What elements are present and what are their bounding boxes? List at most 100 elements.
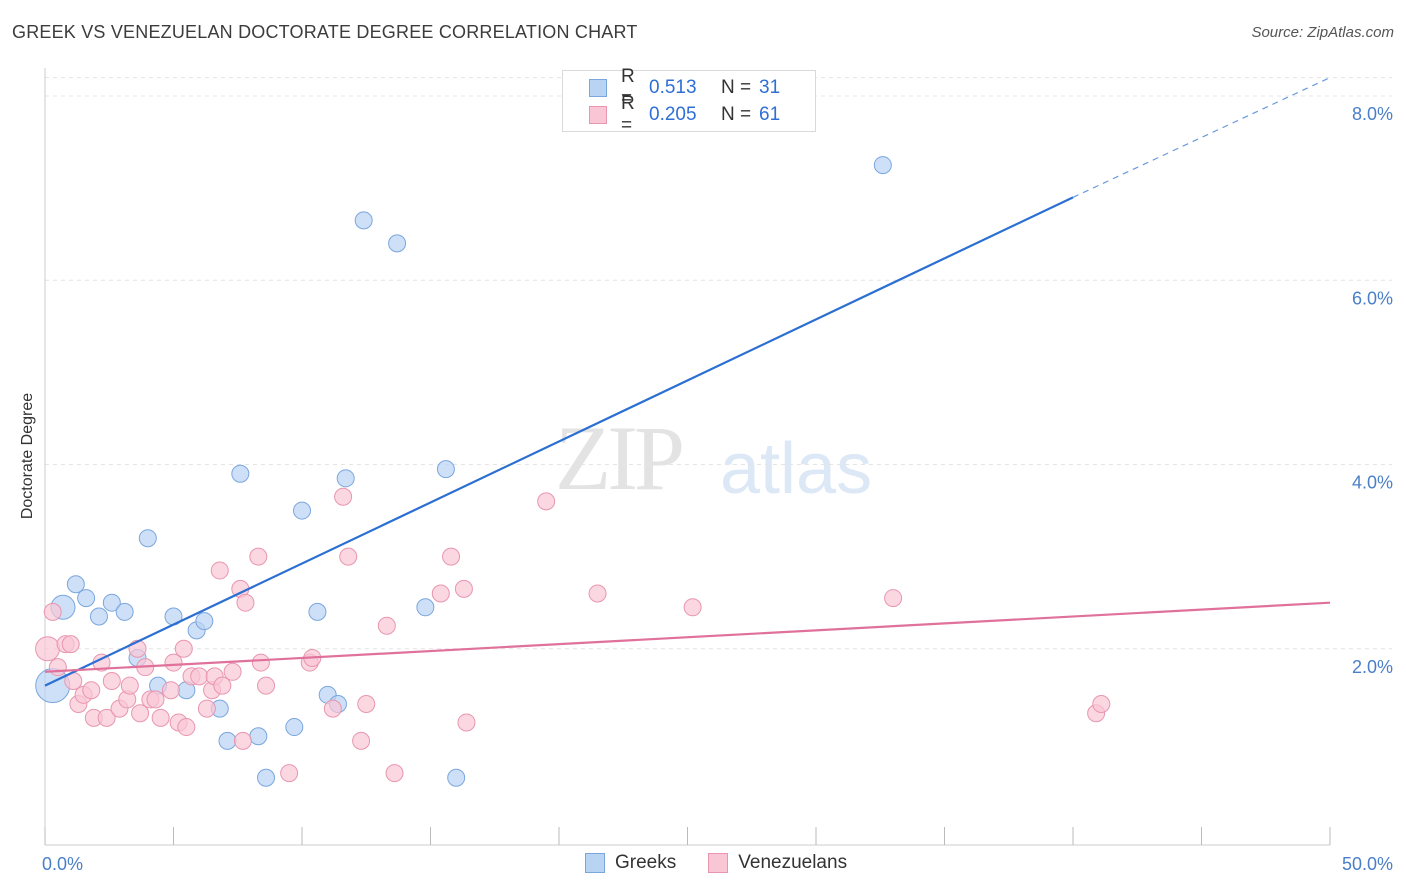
- y-tick-label: 4.0%: [1352, 473, 1393, 493]
- venezuelan-point: [174, 639, 193, 658]
- grid-lines: [45, 77, 1392, 650]
- venezuelan-point: [884, 589, 903, 608]
- venezuelan-point: [357, 695, 376, 714]
- greek-point: [257, 768, 276, 787]
- venezuelan-point: [431, 584, 450, 603]
- legend-item-venezuelans[interactable]: Venezuelans: [708, 852, 847, 874]
- venezuelan-point: [323, 699, 342, 718]
- axes: [44, 68, 1331, 846]
- venezuelan-point: [352, 731, 371, 750]
- venezuelan-trend-line: [44, 601, 1331, 673]
- venezuelan-point: [177, 718, 196, 737]
- venezuelan-point: [190, 667, 209, 686]
- greek-point: [195, 612, 214, 631]
- greek-point: [308, 602, 327, 621]
- chart-title: GREEK VS VENEZUELAN DOCTORATE DEGREE COR…: [12, 22, 638, 42]
- greek-trend-line: [44, 196, 1074, 687]
- r-label: R =: [621, 66, 635, 109]
- greek-swatch: [589, 79, 607, 97]
- greek-point: [77, 589, 96, 608]
- venezuelan-point: [683, 598, 702, 617]
- greek-swatch: [585, 853, 605, 873]
- greek-point: [336, 469, 355, 488]
- chart-source: Source: ZipAtlas.com: [1251, 24, 1394, 41]
- venezuelan-point: [537, 492, 556, 511]
- x-tick-label-max: 50.0%: [1342, 854, 1393, 874]
- venezuelan-point: [588, 584, 607, 603]
- n-label: N =: [721, 77, 752, 98]
- legend-row-greeks: R = 0.513 N = 31: [589, 66, 781, 109]
- greek-point: [293, 501, 311, 520]
- greek-trend-extension: [1072, 77, 1331, 198]
- r-value: 0.205: [649, 104, 697, 125]
- correlation-legend: R = 0.513 N = 31 R = 0.205 N = 61: [562, 66, 816, 136]
- watermark-zip: ZIP: [555, 407, 685, 509]
- venezuelan-point: [249, 547, 268, 566]
- venezuelan-point: [442, 547, 461, 566]
- tick-labels: 2.0% 4.0% 6.0% 8.0% 0.0% 50.0%: [42, 104, 1393, 874]
- venezuelan-point: [213, 676, 232, 695]
- greek-point: [447, 768, 466, 787]
- greek-point: [89, 607, 108, 626]
- venezuelan-point: [233, 731, 252, 750]
- venezuelan-point: [35, 636, 61, 662]
- r-label: R =: [621, 93, 635, 136]
- series-legend: Greeks Venezuelans: [585, 852, 879, 874]
- venezuelan-swatch: [589, 106, 607, 124]
- greek-point: [436, 460, 455, 479]
- greek-point: [249, 727, 268, 746]
- n-label: N =: [721, 104, 752, 125]
- n-value: 61: [759, 104, 781, 125]
- venezuelan-point: [164, 653, 183, 672]
- venezuelan-point: [120, 676, 139, 695]
- venezuelan-point: [131, 704, 150, 723]
- n-value: 31: [759, 77, 781, 98]
- venezuelan-point: [334, 487, 353, 506]
- greek-point: [354, 211, 373, 230]
- greek-point: [231, 464, 250, 483]
- greek-point: [285, 718, 304, 737]
- legend-label-greeks: Greeks: [615, 852, 677, 873]
- watermark-atlas: atlas: [720, 429, 873, 509]
- venezuelan-swatch: [708, 853, 729, 873]
- greek-point: [388, 234, 407, 253]
- greek-point: [102, 593, 121, 612]
- greek-point: [416, 598, 435, 617]
- x-tick-label-min: 0.0%: [42, 854, 83, 874]
- venezuelan-point: [251, 653, 270, 672]
- venezuelan-point: [102, 671, 121, 690]
- venezuelan-point: [223, 662, 242, 681]
- venezuelan-point: [197, 699, 216, 718]
- venezuelan-point: [61, 635, 80, 654]
- venezuelan-point: [97, 708, 116, 727]
- venezuelan-point: [82, 681, 101, 700]
- venezuelan-point: [48, 658, 67, 677]
- venezuelan-point: [385, 764, 404, 783]
- r-value: 0.513: [649, 77, 697, 98]
- venezuelan-point: [151, 708, 170, 727]
- venezuelan-point: [257, 676, 276, 695]
- venezuelan-point: [1092, 695, 1111, 714]
- venezuelan-point: [280, 764, 299, 783]
- legend-row-venezuelans: R = 0.205 N = 61: [589, 93, 781, 136]
- greek-point: [218, 731, 237, 750]
- greek-point: [873, 156, 892, 175]
- legend-item-greeks[interactable]: Greeks: [585, 852, 676, 874]
- legend-label-venezuelans: Venezuelans: [738, 852, 848, 873]
- greek-point: [115, 602, 134, 621]
- venezuelan-point: [377, 616, 396, 635]
- trend-lines: [44, 77, 1331, 687]
- greek-point: [138, 529, 157, 548]
- greek-point: [66, 575, 85, 594]
- venezuelan-point: [457, 713, 476, 732]
- venezuelan-point: [161, 681, 180, 700]
- venezuelan-point: [236, 593, 255, 612]
- y-tick-label: 2.0%: [1352, 657, 1393, 677]
- venezuelan-point: [339, 547, 358, 566]
- venezuelan-point: [210, 561, 229, 580]
- y-tick-label: 6.0%: [1352, 288, 1393, 308]
- y-tick-label: 8.0%: [1352, 104, 1393, 124]
- venezuelan-point: [146, 690, 165, 709]
- venezuelan-point: [454, 579, 473, 598]
